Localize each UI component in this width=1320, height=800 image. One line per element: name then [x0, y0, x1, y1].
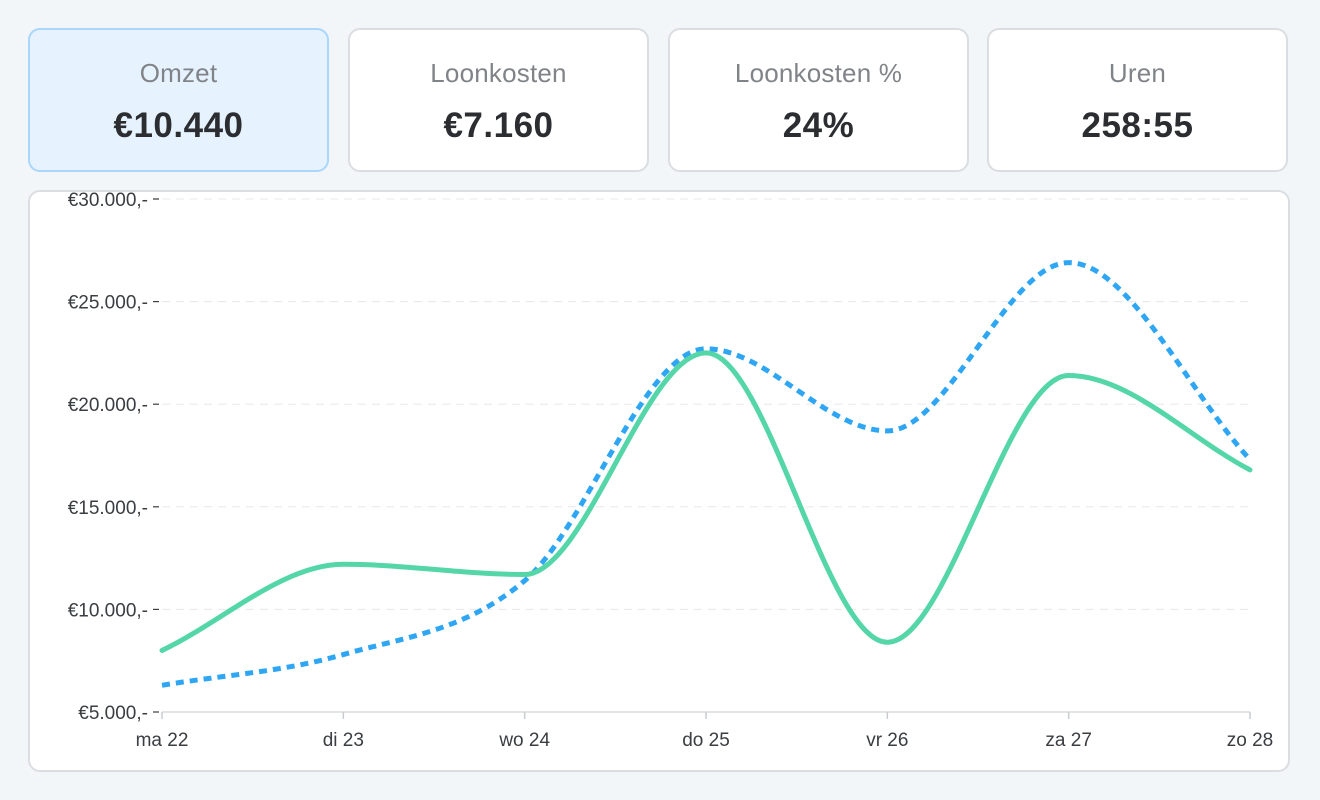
x-tick-label: zo 28 — [1227, 730, 1273, 751]
x-tick-label: vr 26 — [866, 730, 908, 751]
y-tick-label: €10.000,- — [68, 600, 148, 621]
kpi-label: Loonkosten % — [734, 58, 903, 88]
kpi-label: Omzet — [139, 58, 218, 88]
x-tick-label: do 25 — [682, 730, 730, 751]
kpi-cards: Omzet €10.440 Loonkosten €7.160 Loonkost… — [28, 28, 1290, 174]
series-line-solid — [159, 350, 1253, 653]
kpi-label: Loonkosten — [430, 58, 567, 88]
y-tick-label: €5.000,- — [78, 703, 148, 724]
kpi-label: Uren — [1108, 58, 1167, 88]
y-tick-label: €15.000,- — [68, 498, 148, 519]
kpi-value: 258:55 — [1081, 106, 1194, 145]
kpi-card-omzet[interactable]: Omzet €10.440 — [28, 28, 329, 172]
kpi-card-loonkosten[interactable]: Loonkosten €7.160 — [348, 28, 649, 172]
x-tick-label: za 27 — [1045, 730, 1091, 751]
x-tick-label: di 23 — [323, 730, 364, 751]
kpi-card-loonkosten-percent[interactable]: Loonkosten % 24% — [668, 28, 969, 172]
y-tick-label: €25.000,- — [68, 293, 148, 314]
series-line-dotted — [161, 260, 1252, 688]
kpi-value: €10.440 — [113, 106, 244, 145]
y-tick-label: €30.000,- — [68, 192, 148, 211]
kpi-value: €7.160 — [443, 106, 554, 145]
kpi-value: 24% — [782, 106, 855, 145]
kpi-card-uren[interactable]: Uren 258:55 — [987, 28, 1288, 172]
line-chart: €5.000,- €10.000,- €15.000,- €20.000,- €25.0… — [68, 192, 1274, 751]
chart-panel: €5.000,- €10.000,- €15.000,- €20.000,- €25.0… — [28, 190, 1290, 772]
y-tick-label: €20.000,- — [68, 395, 148, 416]
x-tick-label: wo 24 — [498, 730, 550, 751]
x-tick-label: ma 22 — [136, 730, 189, 751]
